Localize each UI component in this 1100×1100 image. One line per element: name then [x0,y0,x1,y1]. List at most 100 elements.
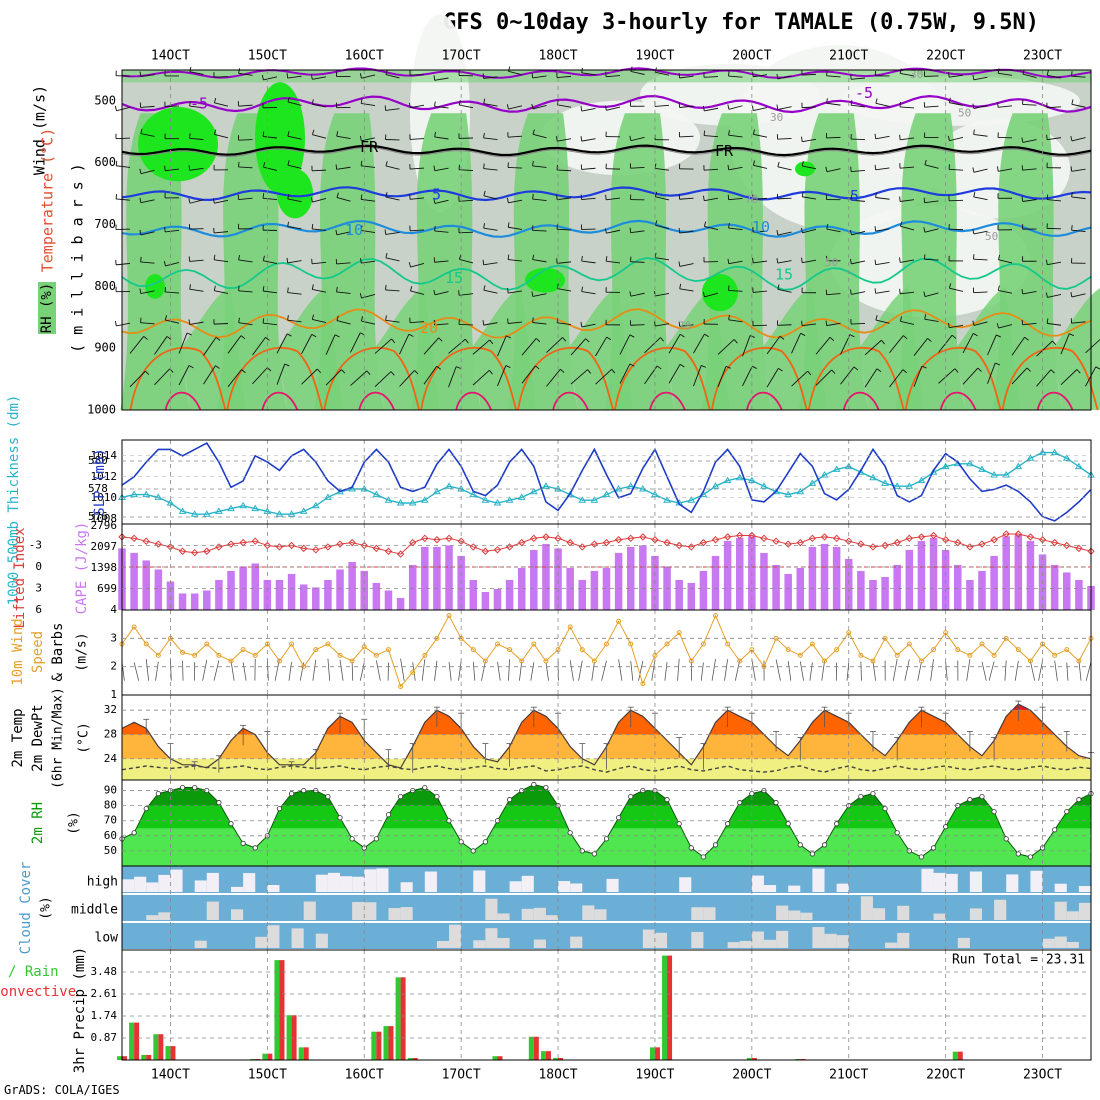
wind-barb [679,197,694,200]
wind-barb-flag [629,135,632,141]
cloud-cover-block [509,881,522,892]
lifted-index-tick-label: 3 [35,582,42,595]
wind-barb [581,167,596,170]
wind-barb [924,292,939,297]
wind-barb-flag [188,165,191,171]
wind-barb [557,197,572,201]
wind-barb [619,363,631,384]
wind-barb [399,334,410,355]
wind-barb [361,320,376,325]
wind10-point [604,641,609,647]
wind-barb [1047,74,1062,79]
wind-barb-flag [899,316,903,322]
wind-barb [238,166,253,169]
wind-barb-flag [433,289,436,295]
wind-barb [655,167,670,171]
thickness-point [130,490,138,498]
wind-barb [1071,293,1086,298]
cloud-cover-block [231,909,244,920]
thickness-point [735,473,744,481]
wind-barb [630,261,645,263]
cloud-cover-block [751,875,764,892]
wind-barb [410,104,425,109]
wind-barb [949,102,964,106]
wind-barb-flag [287,287,289,293]
lifted-index-point [796,538,805,547]
wind10-point [822,658,828,664]
wind10-point [858,652,864,658]
wind-barb [129,370,146,388]
lifted-index-point [699,538,708,547]
wind10-barb [711,659,716,681]
rh2m-point [131,830,137,836]
wind-barb [410,263,425,268]
wind-barb-flag [704,333,709,338]
wind-barb-flag [829,337,835,341]
wind10-barb [677,658,680,681]
wind-barb [949,287,964,292]
wind-barb-flag [287,221,289,227]
wind-barb [655,71,670,76]
contour-label: -5 [855,84,873,102]
wind-barb-flag [800,227,803,233]
isotherm-5 [121,186,1092,202]
cloud-cover-block [364,869,377,892]
wind-barb-flag [360,225,363,231]
lifted-index-point [421,534,429,543]
wind10-barb [775,659,781,681]
cape-bar [554,548,562,610]
wind-barb [497,365,507,387]
rh2m-point [1003,836,1009,842]
wind-barb [140,169,155,175]
thickness-point [481,496,490,503]
wind-barb-flag [629,334,635,338]
wind10-barb [400,658,405,681]
wind-barb-flag [336,286,338,293]
ylabel-rh: RH (%) [39,283,55,334]
lifted-index-point [312,546,320,554]
rh2m-point [422,784,428,791]
wind-barb [154,336,168,355]
lifted-index-point [736,531,744,540]
precip-convective-bar [376,1031,382,1060]
wind10-point [410,669,416,675]
wind-barb-flag [874,226,877,232]
wind-barb [815,337,831,355]
rh2m-tick-label: 60 [104,829,117,842]
wind-barb-flag [507,288,509,294]
wind-barb [214,259,229,263]
precip-total-bar [795,1058,801,1060]
wind-barb-flag [188,319,191,325]
wind-barb-flag [482,259,485,265]
lifted-index-point [384,547,393,555]
lifted-index-point [154,540,163,548]
cape-tick-label: 2796 [91,519,118,532]
cape-bar [275,579,284,610]
wind-barb-flag [850,195,853,201]
wind10-point [955,647,961,653]
wind-barb [287,135,302,140]
thickness-point [1014,462,1023,470]
precip-total-bar [141,1054,147,1060]
wind-barb-flag [997,68,1000,74]
wind-barb-flag [874,164,877,170]
wind-barb-flag [287,96,290,103]
wind-barb-flag [556,194,558,200]
wind-barb-flag [1069,333,1075,337]
t2m-tick-label: 32 [104,703,117,716]
wind-barb-flag [801,257,803,263]
cape-bar [687,582,696,610]
isotherm-freezing-shadow [121,146,1092,158]
cape-bar [336,569,344,610]
wind-barb [238,259,253,263]
wind-barb-flag [587,369,592,374]
cape-bar [312,587,320,610]
cloud-cover-block [485,928,498,948]
cape-bar [203,590,211,610]
cape-bar [784,573,792,610]
wind-barb-flag [310,197,313,203]
wind-barb [140,199,155,204]
rh2m-point [458,839,464,845]
wind-barb-flag [238,285,240,291]
wind10-point [688,658,694,664]
